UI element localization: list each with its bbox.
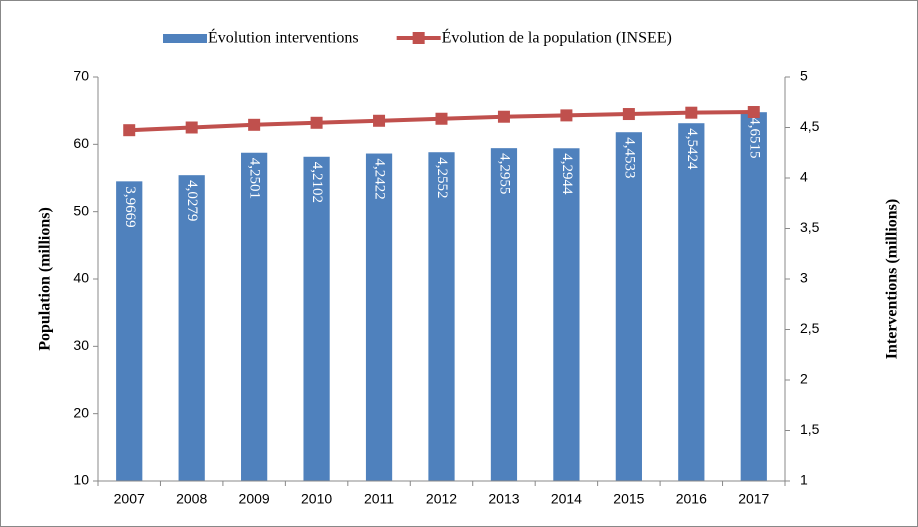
y-axis-title: Population (millions) — [37, 207, 54, 351]
data-label: 3,9669 — [122, 186, 138, 227]
y-tick-label: 60 — [73, 135, 89, 151]
legend-label: Évolution interventions — [208, 28, 359, 47]
bar — [615, 132, 642, 481]
line-marker — [560, 109, 573, 122]
line-marker — [248, 118, 261, 131]
line-marker — [685, 106, 698, 119]
y-tick-label: 20 — [73, 404, 89, 420]
x-tick-label: 2015 — [613, 491, 644, 507]
y2-tick-label: 3 — [800, 270, 808, 286]
y-tick-label: 70 — [73, 68, 89, 84]
bar — [740, 112, 767, 482]
line-marker — [497, 110, 510, 123]
legend-swatch — [412, 32, 425, 44]
y2-tick-label: 1,5 — [800, 421, 820, 437]
legend-swatch — [163, 34, 207, 43]
x-tick-label: 2009 — [239, 491, 270, 507]
line-marker — [123, 124, 136, 137]
data-label: 4,6515 — [746, 117, 762, 158]
data-label: 4,5424 — [684, 128, 700, 170]
line-marker — [435, 112, 448, 125]
x-tick-label: 2012 — [426, 491, 457, 507]
bar — [490, 148, 518, 482]
y2-tick-label: 4 — [800, 169, 808, 185]
y-tick-label: 40 — [73, 270, 89, 286]
y2-tick-label: 4,5 — [800, 118, 820, 134]
line-marker — [185, 121, 198, 134]
x-tick-label: 2016 — [676, 491, 707, 507]
data-label: 4,2501 — [247, 158, 263, 199]
y-tick-label: 50 — [73, 202, 89, 218]
data-label: 4,2955 — [497, 153, 513, 194]
x-tick-label: 2017 — [738, 491, 769, 507]
y-tick-label: 30 — [73, 337, 89, 353]
y2-tick-label: 1 — [800, 472, 808, 488]
data-label: 4,2102 — [309, 162, 325, 203]
bar — [241, 152, 268, 481]
y2-tick-label: 5 — [800, 68, 808, 84]
bar — [365, 153, 393, 482]
x-tick-label: 2010 — [301, 491, 332, 507]
x-tick-label: 2008 — [176, 491, 207, 507]
data-label: 4,2944 — [559, 153, 575, 195]
legend-label: Évolution de la population (INSEE) — [442, 28, 672, 47]
bar — [553, 148, 580, 481]
data-label: 4,4533 — [621, 137, 637, 178]
x-tick-label: 2011 — [364, 491, 394, 507]
y2-tick-label: 3,5 — [800, 219, 820, 235]
line-marker — [373, 114, 386, 127]
bar — [178, 175, 205, 481]
data-label: 4,2422 — [372, 159, 388, 200]
bar — [116, 181, 143, 482]
bar — [678, 123, 705, 482]
data-label: 4,0279 — [184, 180, 200, 221]
y-tick-label: 10 — [73, 472, 89, 488]
bar — [303, 156, 330, 481]
bar — [428, 152, 455, 481]
line-marker — [310, 116, 323, 129]
x-tick-label: 2007 — [114, 491, 145, 507]
data-label: 4,2552 — [434, 157, 450, 198]
y2-axis-title: Interventions (millions) — [884, 199, 901, 359]
line-marker — [622, 108, 635, 121]
y2-tick-label: 2 — [800, 371, 808, 387]
y2-tick-label: 2,5 — [800, 320, 820, 336]
x-tick-label: 2013 — [488, 491, 519, 507]
line-marker — [747, 106, 760, 119]
x-tick-label: 2014 — [551, 491, 582, 507]
